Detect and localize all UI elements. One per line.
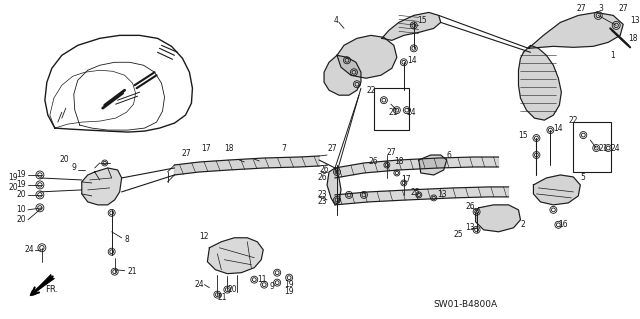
Text: 26: 26 — [319, 166, 329, 174]
Text: 21: 21 — [127, 267, 137, 276]
Text: 15: 15 — [417, 16, 426, 25]
Polygon shape — [529, 12, 623, 48]
Text: 12: 12 — [200, 232, 209, 241]
Text: 6: 6 — [447, 151, 452, 160]
Polygon shape — [476, 205, 520, 232]
Text: 13: 13 — [630, 16, 640, 25]
Polygon shape — [175, 156, 319, 175]
Text: 18: 18 — [394, 158, 403, 167]
Text: 21: 21 — [389, 108, 398, 117]
Text: 19: 19 — [284, 287, 294, 296]
Text: 23: 23 — [317, 190, 326, 199]
Polygon shape — [382, 12, 441, 40]
Text: 14: 14 — [554, 123, 563, 133]
Text: 11: 11 — [257, 275, 267, 284]
Text: 9: 9 — [72, 163, 77, 173]
Polygon shape — [419, 155, 447, 175]
Text: 22: 22 — [568, 115, 578, 125]
Text: 13: 13 — [466, 223, 476, 232]
Text: 24: 24 — [407, 108, 417, 117]
Polygon shape — [207, 238, 263, 274]
Text: 21: 21 — [218, 293, 227, 302]
Text: 25: 25 — [454, 230, 463, 239]
Text: 18: 18 — [225, 144, 234, 152]
Text: 26: 26 — [369, 158, 378, 167]
Text: 17: 17 — [202, 144, 211, 152]
Text: 20: 20 — [16, 215, 26, 224]
Text: 8: 8 — [125, 235, 129, 244]
Text: 26: 26 — [317, 174, 326, 182]
Text: 24: 24 — [25, 245, 35, 254]
Bar — [573, 122, 611, 172]
Polygon shape — [337, 35, 397, 78]
Polygon shape — [335, 187, 509, 205]
Text: 19: 19 — [16, 170, 26, 180]
Text: 16: 16 — [558, 220, 568, 229]
Text: 24: 24 — [195, 280, 204, 289]
Text: 3: 3 — [598, 4, 603, 13]
Text: 25: 25 — [411, 189, 420, 197]
Text: 5: 5 — [580, 174, 585, 182]
Text: 21: 21 — [598, 144, 608, 152]
Text: 27: 27 — [576, 4, 586, 13]
Polygon shape — [534, 175, 580, 205]
Polygon shape — [324, 55, 361, 95]
Bar — [374, 88, 409, 130]
Text: 20: 20 — [8, 183, 18, 192]
Text: 27: 27 — [387, 147, 397, 157]
Text: 19: 19 — [284, 280, 294, 289]
Polygon shape — [518, 45, 561, 120]
Text: 13: 13 — [436, 190, 446, 199]
Text: 14: 14 — [407, 56, 417, 65]
Text: 27: 27 — [327, 144, 337, 152]
Text: 24: 24 — [610, 144, 620, 152]
Text: 19: 19 — [16, 181, 26, 189]
Text: 27: 27 — [182, 149, 191, 158]
Text: 2: 2 — [520, 220, 525, 229]
Text: 20: 20 — [60, 155, 70, 165]
Polygon shape — [335, 157, 499, 178]
Text: 20: 20 — [227, 285, 237, 294]
Text: 7: 7 — [281, 144, 286, 152]
Polygon shape — [82, 168, 122, 205]
Text: 18: 18 — [628, 34, 637, 43]
Text: 26: 26 — [466, 202, 476, 211]
Text: 1: 1 — [610, 51, 615, 60]
Text: 20: 20 — [16, 190, 26, 199]
Text: FR.: FR. — [45, 285, 58, 294]
Text: 9: 9 — [269, 282, 274, 291]
Text: 4: 4 — [334, 16, 339, 25]
Text: 23: 23 — [317, 197, 326, 206]
Text: 17: 17 — [401, 175, 410, 184]
Text: SW01-B4800A: SW01-B4800A — [434, 300, 498, 309]
Text: 19: 19 — [8, 174, 18, 182]
Polygon shape — [327, 168, 341, 205]
Text: 15: 15 — [518, 130, 528, 140]
Text: 22: 22 — [367, 86, 376, 95]
Text: 10: 10 — [16, 205, 26, 214]
Text: 27: 27 — [618, 4, 628, 13]
